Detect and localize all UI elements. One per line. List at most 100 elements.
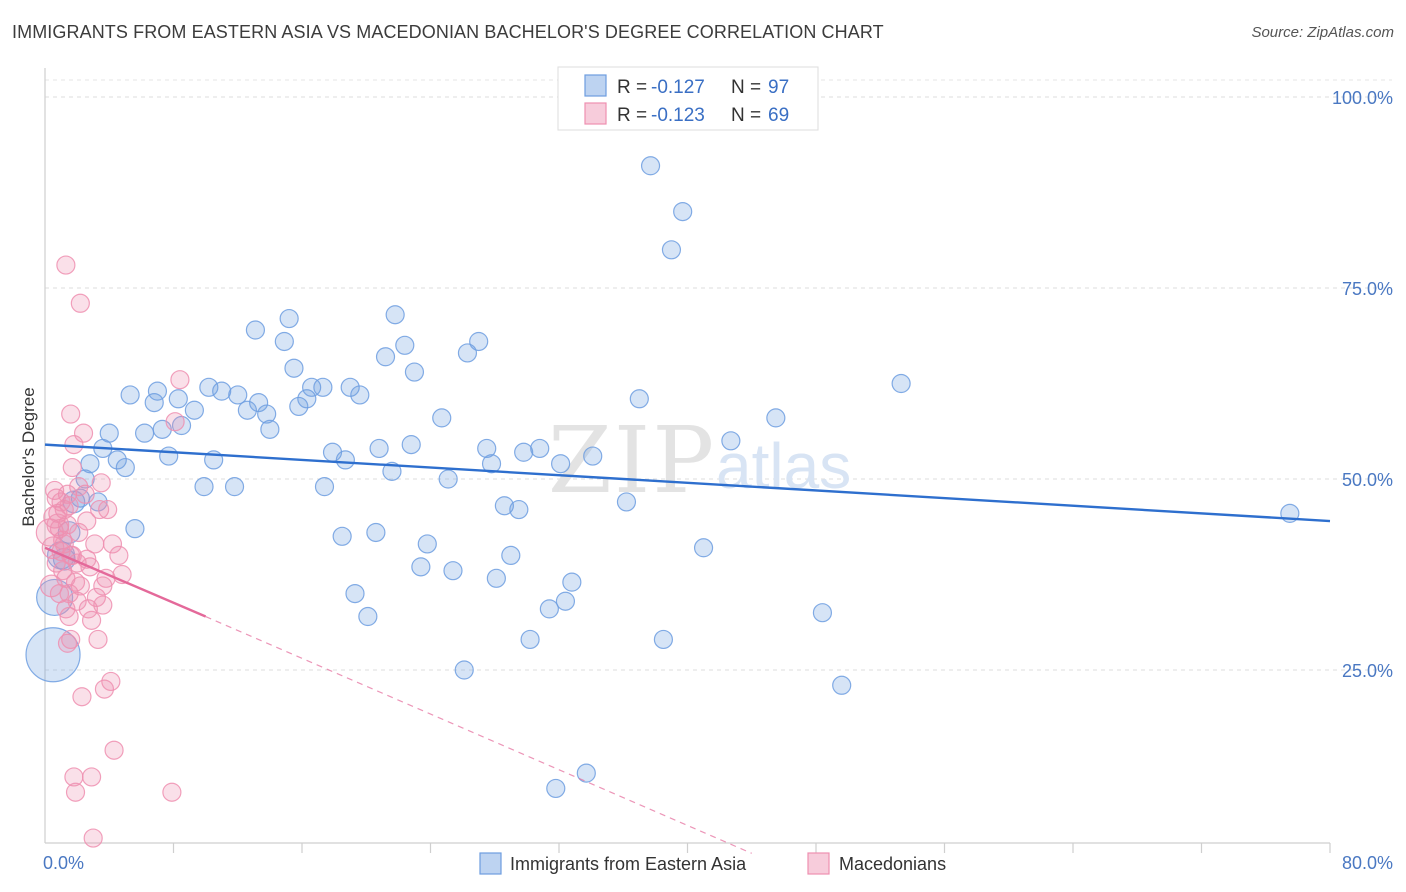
eastern-asia-point-58: [411, 557, 431, 577]
eastern-asia-point-62: [443, 561, 463, 581]
macedonian-point-64: [93, 576, 113, 596]
macedonian-point-28: [73, 423, 94, 443]
legend-n-value-0: 97: [768, 77, 789, 98]
macedonian-point-25: [69, 522, 89, 543]
eastern-asia-point-71: [509, 499, 529, 520]
eastern-asia-point-88: [693, 538, 714, 558]
eastern-asia-point-74: [530, 438, 550, 459]
legend-top: R = -0.127 N = 97 R = -0.123 N = 69: [557, 66, 819, 131]
macedonian-point-23: [65, 782, 86, 802]
y-axis-title: Bachelor's Degree: [19, 387, 38, 526]
eastern-asia-point-70: [501, 545, 521, 566]
eastern-asia-point-52: [375, 347, 396, 367]
eastern-asia-point-12: [107, 450, 127, 470]
macedonian-point-50: [45, 480, 65, 501]
eastern-asia-point-11: [99, 423, 119, 443]
macedonian-point-20: [61, 629, 81, 650]
eastern-asia-point-78: [555, 591, 576, 611]
macedonian-point-14: [62, 457, 82, 478]
eastern-asia-point-30: [237, 400, 257, 420]
eastern-asia-point-27: [212, 381, 232, 401]
eastern-asia-point-42: [314, 477, 335, 497]
bottom-legend-label-0: Immigrants from Eastern Asia: [510, 854, 747, 874]
eastern-asia-point-28: [224, 477, 245, 497]
eastern-asia-point-24: [194, 477, 214, 497]
watermark: ZIP atlas: [548, 407, 851, 514]
eastern-asia-point-69: [494, 496, 514, 516]
y-tick-labels: 25.0% 50.0% 75.0% 100.0%: [1332, 88, 1393, 681]
chart-title: IMMIGRANTS FROM EASTERN ASIA VS MACEDONI…: [12, 22, 884, 42]
eastern-asia-point-18: [147, 381, 168, 401]
legend-r-label-0: R =: [617, 77, 647, 98]
legend-swatch-0: [584, 74, 607, 97]
macedonian-point-61: [67, 591, 87, 611]
macedonian-trend-extension: [205, 615, 752, 854]
eastern-asia-point-0: [25, 627, 81, 683]
eastern-asia-point-49: [358, 606, 378, 627]
macedonian-point-29: [70, 293, 90, 313]
macedonian-point-39: [88, 629, 108, 650]
eastern-asia-point-37: [284, 358, 304, 378]
macedonian-point-66: [162, 782, 182, 802]
eastern-asia-point-8: [80, 454, 100, 474]
eastern-asia-point-17: [144, 393, 164, 413]
macedonian-trend-line: [44, 546, 207, 618]
eastern-asia-point-1: [36, 578, 74, 617]
macedonian-point-58: [57, 515, 78, 535]
eastern-asia-point-15: [120, 385, 140, 405]
legend-n-label-0: N =: [731, 77, 761, 98]
eastern-asia-point-39: [297, 389, 317, 409]
legend-n-label-1: N =: [731, 105, 761, 126]
macedonian-point-36: [83, 828, 103, 848]
eastern-asia-point-44: [332, 526, 352, 546]
eastern-asia-point-67: [481, 454, 502, 474]
macedonian-point-40: [90, 499, 110, 520]
eastern-asia-point-7: [75, 469, 95, 489]
eastern-asia-point-81: [583, 446, 603, 466]
bottom-legend-swatch-0: [479, 852, 502, 875]
eastern-asia-point-55: [395, 335, 415, 355]
source-label: Source: ZipAtlas.com: [1251, 24, 1394, 41]
macedonian-point-45: [98, 499, 118, 520]
macedonian-point-59: [59, 496, 79, 516]
eastern-asia-point-86: [661, 240, 682, 260]
trend-lines: [44, 443, 1331, 854]
bottom-legend-label-1: Macedonians: [839, 854, 946, 874]
macedonian-point-46: [101, 671, 121, 692]
x-tick-labels: 0.0% 80.0%: [43, 853, 1393, 873]
eastern-asia-point-14: [125, 519, 145, 539]
eastern-asia-point-68: [486, 568, 506, 588]
eastern-asia-point-29: [228, 385, 248, 405]
legend-r-value-1: -0.123: [651, 105, 705, 126]
macedonian-point-12: [59, 606, 79, 627]
eastern-asia-point-31: [249, 393, 269, 413]
legend-r-value-0: -0.127: [651, 77, 705, 98]
eastern-asia-point-87: [673, 202, 693, 222]
macedonian-point-35: [81, 767, 102, 787]
eastern-asia-point-53: [382, 461, 402, 481]
macedonian-point-13: [61, 404, 81, 424]
eastern-asia-point-51: [369, 438, 389, 459]
y-tick-label-75: 75.0%: [1342, 279, 1393, 299]
eastern-asia-point-25: [199, 377, 219, 397]
eastern-asia-point-46: [340, 377, 360, 397]
legend-n-value-1: 69: [768, 105, 789, 126]
y-tick-label-100: 100.0%: [1332, 88, 1393, 108]
eastern-asia-point-84: [640, 156, 661, 176]
eastern-asia-point-79: [562, 572, 582, 592]
eastern-asia-point-80: [576, 763, 596, 783]
grid-lines: [45, 79, 1392, 671]
watermark-atlas: atlas: [716, 430, 851, 502]
macedonian-point-31: [77, 511, 97, 531]
y-tick-label-25: 25.0%: [1342, 661, 1393, 681]
eastern-asia-trend-line: [44, 443, 1331, 523]
eastern-asia-point-40: [302, 377, 322, 397]
macedonian-point-34: [81, 610, 102, 630]
eastern-asia-point-36: [279, 308, 299, 329]
eastern-asia-point-75: [539, 599, 559, 619]
legend-top-frame: [557, 66, 819, 131]
eastern-asia-point-63: [454, 660, 474, 680]
macedonian-point-56: [54, 534, 74, 554]
eastern-asia-point-65: [469, 331, 489, 352]
eastern-asia-point-89: [721, 431, 741, 451]
